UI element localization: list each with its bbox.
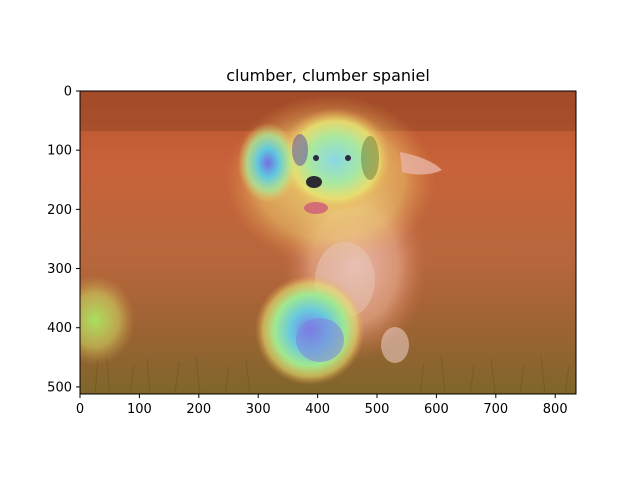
x-tick-label: 400 <box>305 402 330 417</box>
puppy-paw <box>296 318 344 362</box>
x-tick-label: 600 <box>424 402 449 417</box>
x-tick-label: 200 <box>186 402 211 417</box>
puppy-paw-right <box>381 327 409 363</box>
x-tick-label: 500 <box>365 402 390 417</box>
x-tick-label: 800 <box>543 402 568 417</box>
x-tick-label: 700 <box>483 402 508 417</box>
x-tick-label: 100 <box>127 402 152 417</box>
y-axis: 0 100 200 300 400 500 <box>47 85 80 395</box>
axes-frame <box>79 90 577 395</box>
x-tick-label: 300 <box>246 402 271 417</box>
puppy-ear-right-inner <box>361 136 379 180</box>
heatmap-image <box>80 91 576 394</box>
heatmap-left-ear-region <box>238 123 298 203</box>
puppy-head <box>277 108 393 212</box>
puppy-ear-left <box>292 134 308 166</box>
y-tick-label: 300 <box>47 262 72 277</box>
heatmap-left-grass-region <box>80 275 135 365</box>
puppy-tongue <box>304 202 328 214</box>
puppy-nose <box>306 176 322 188</box>
puppy-eye-right <box>345 155 351 161</box>
y-tick-label: 100 <box>47 144 72 159</box>
x-axis: 0 100 200 300 400 500 600 700 800 <box>76 394 568 417</box>
puppy-ear-right <box>400 152 442 175</box>
y-tick-label: 400 <box>47 321 72 336</box>
x-tick-label: 0 <box>76 402 84 417</box>
plot-title: clumber, clumber spaniel <box>226 66 430 85</box>
y-tick-label: 0 <box>64 85 72 100</box>
puppy-eye-left <box>313 155 319 161</box>
y-tick-label: 200 <box>47 203 72 218</box>
y-tick-label: 500 <box>47 380 72 395</box>
